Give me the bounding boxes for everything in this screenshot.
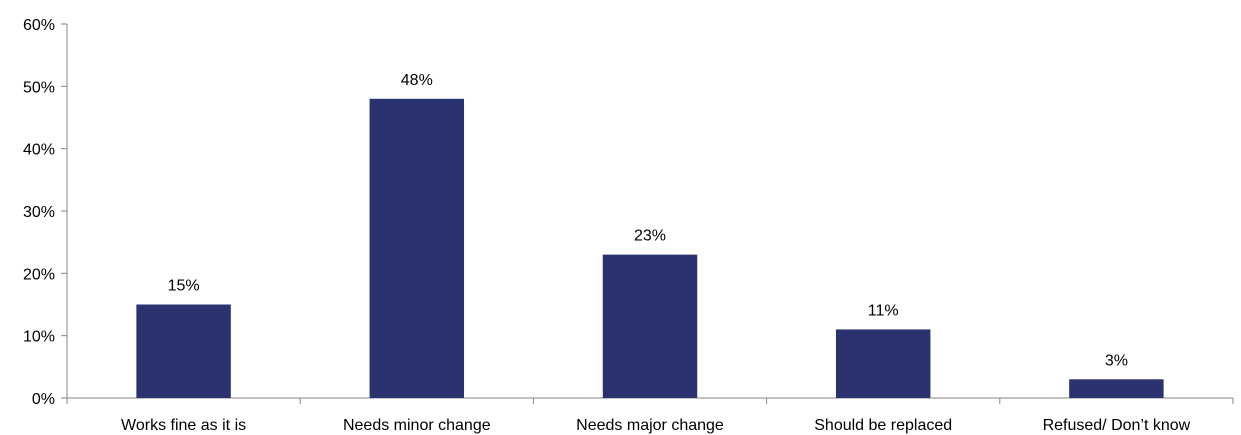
bar: [1069, 379, 1164, 398]
category-labels: Works fine as it is Needs minor change Nee…: [121, 417, 1191, 434]
bars: [136, 98, 1164, 399]
category-label: Refused/ Don’t know: [1043, 417, 1191, 434]
data-label: 11%: [868, 302, 899, 319]
x-axis: [66, 397, 1234, 404]
data-label: 23%: [634, 228, 666, 245]
category-label: Needs major change: [576, 417, 724, 434]
data-labels: 15% 48% 23% 11% 3%: [168, 72, 1128, 369]
category-label: Works fine as it is: [121, 417, 246, 434]
y-axis: 0% 10% 20% 30% 40% 50% 60%: [23, 17, 68, 408]
y-tick-label: 20%: [23, 266, 55, 283]
bar: [136, 304, 231, 398]
y-tick-label: 60%: [23, 17, 55, 34]
y-tick-label: 0%: [32, 391, 55, 408]
bar: [835, 329, 931, 398]
category-label: Should be replaced: [814, 417, 952, 434]
bar: [602, 254, 698, 398]
data-label: 48%: [401, 72, 433, 89]
y-tick-label: 10%: [23, 329, 55, 346]
data-label: 3%: [1105, 352, 1128, 369]
bar: [369, 98, 465, 399]
data-label: 15%: [168, 278, 200, 295]
y-tick-label: 30%: [23, 204, 55, 221]
category-label: Needs minor change: [343, 417, 491, 434]
y-tick-label: 50%: [23, 79, 55, 96]
y-tick-label: 40%: [23, 142, 55, 159]
